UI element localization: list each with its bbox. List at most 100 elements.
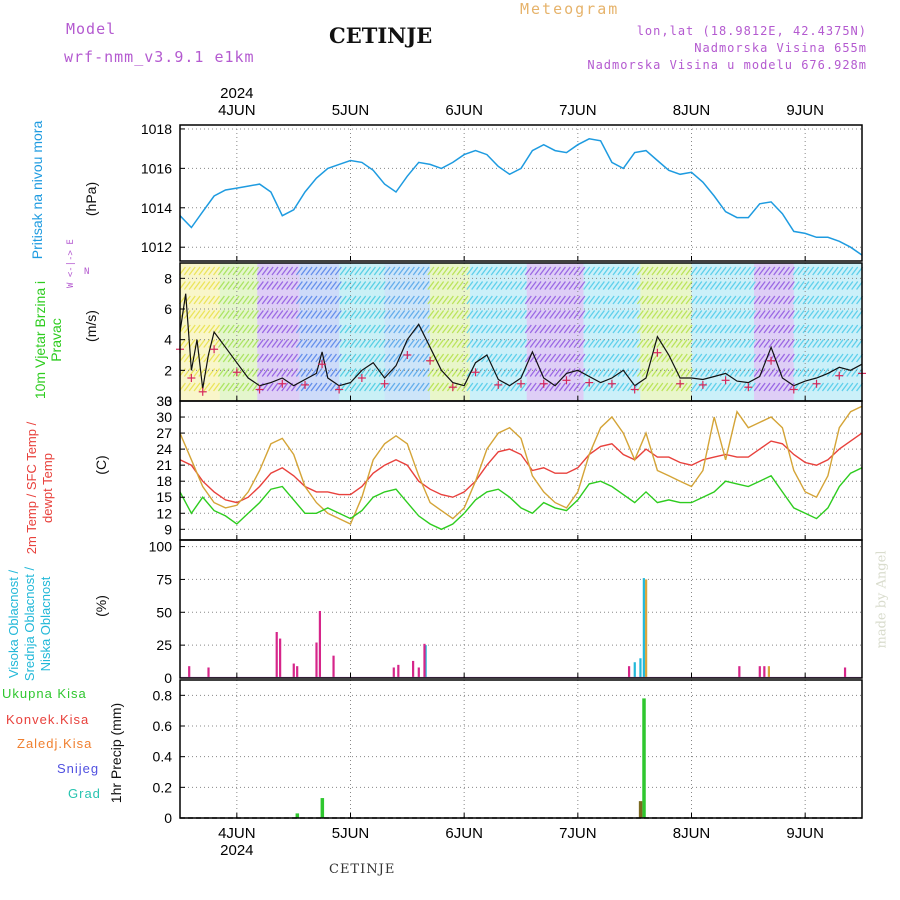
wind-barb: [193, 368, 201, 377]
wind-barb: [778, 295, 786, 305]
wind-barb: [485, 295, 493, 305]
wind-barb: [446, 339, 454, 348]
wind-barb: [208, 382, 216, 392]
wind-barb: [748, 310, 756, 319]
wind-barb: [290, 353, 298, 363]
wind-barb: [398, 310, 406, 319]
wind-barb: [485, 266, 493, 276]
wind-barb: [407, 368, 415, 377]
wind-barb: [451, 310, 459, 319]
wind-barb: [612, 266, 620, 276]
wind-barb: [622, 382, 630, 392]
wind-barb: [690, 382, 698, 392]
wind-barb: [529, 353, 537, 363]
wind-barb: [300, 281, 308, 290]
wind-barb: [437, 368, 445, 377]
wind-barb: [325, 339, 333, 348]
wind-barb: [573, 310, 581, 319]
wind-barb: [437, 310, 445, 319]
wind-barb: [622, 339, 630, 348]
wind-barb: [256, 353, 264, 363]
wind-barb: [242, 266, 250, 276]
wind-barb: [602, 266, 610, 276]
wind-barb: [714, 353, 722, 363]
wind-barb: [446, 310, 454, 319]
wind-barb: [432, 382, 440, 392]
wind-barb: [461, 310, 469, 319]
wind-barb: [851, 382, 859, 392]
wind-barb: [290, 339, 298, 348]
wind-barb: [758, 339, 766, 348]
wind-barb: [378, 324, 386, 334]
wind-barb: [295, 368, 303, 377]
y-tick-label: 27: [156, 425, 172, 441]
wind-barb: [831, 295, 839, 305]
wind-barb: [373, 382, 381, 392]
wind-barb: [441, 339, 450, 348]
wind-barb: [359, 339, 367, 348]
wind-barb: [607, 324, 615, 334]
wind-barb: [490, 281, 498, 290]
y-tick-label: 0: [164, 393, 172, 409]
wind-barb: [237, 295, 245, 305]
legend-snijeg: Snijeg: [57, 761, 100, 776]
y-tick-label: 8: [164, 270, 172, 286]
wind-barb: [461, 266, 469, 276]
wind-barb: [734, 339, 742, 348]
meteogram-label: Meteogram: [520, 0, 620, 18]
wind-barb: [232, 281, 240, 290]
wind-barb: [797, 281, 805, 290]
wind-barb: [617, 310, 625, 319]
wind-barb: [261, 281, 269, 290]
wind-barb: [451, 339, 459, 348]
wind-barb: [325, 281, 333, 290]
wind-barb: [281, 353, 289, 363]
wind-barb: [680, 368, 688, 377]
wind-barb: [666, 266, 674, 276]
wind-barb: [563, 310, 571, 319]
wind-barb: [471, 324, 479, 334]
wind-barb: [208, 281, 216, 290]
wind-barb: [427, 310, 435, 319]
wind-barb: [237, 382, 245, 392]
wind-barb: [310, 310, 318, 319]
wind-barb: [393, 266, 401, 276]
wind-barb: [719, 353, 727, 363]
wind-barb: [325, 353, 333, 363]
wind-barb: [724, 324, 732, 334]
wind-barb: [232, 310, 240, 319]
y-tick-label: 25: [156, 637, 172, 653]
wind-barb: [325, 324, 333, 334]
wind-barb: [627, 353, 635, 363]
wind-barb: [675, 368, 683, 377]
wind-barb: [471, 281, 479, 290]
wind-barb: [471, 310, 479, 319]
wind-barb: [744, 368, 752, 377]
x-tick-label-bottom: 8JUN: [673, 825, 711, 842]
wind-barb: [792, 324, 800, 334]
wind-barb: [622, 295, 630, 305]
wind-barb: [778, 368, 786, 377]
wind-barb: [700, 324, 708, 334]
wind-barb: [251, 295, 260, 305]
wind-barb: [217, 281, 225, 290]
wind-barb: [354, 281, 362, 290]
wind-barb: [320, 382, 328, 392]
wind-barb: [456, 295, 464, 305]
wind-barb: [471, 353, 479, 363]
wind-barb: [792, 266, 800, 276]
wind-barb: [821, 353, 829, 363]
wind-barb: [748, 368, 756, 377]
wind-barb: [320, 281, 328, 290]
wind-barb: [461, 339, 469, 348]
wind-barb: [797, 295, 805, 305]
wind-barb: [631, 281, 639, 290]
wind-barb: [261, 353, 269, 363]
wind-barb: [612, 310, 620, 319]
wind-barb: [782, 310, 791, 319]
wind-barb: [441, 281, 450, 290]
wind-barb: [734, 295, 742, 305]
wind-barb: [471, 339, 479, 348]
wind-barb: [456, 382, 464, 392]
wind-barb: [807, 339, 815, 348]
